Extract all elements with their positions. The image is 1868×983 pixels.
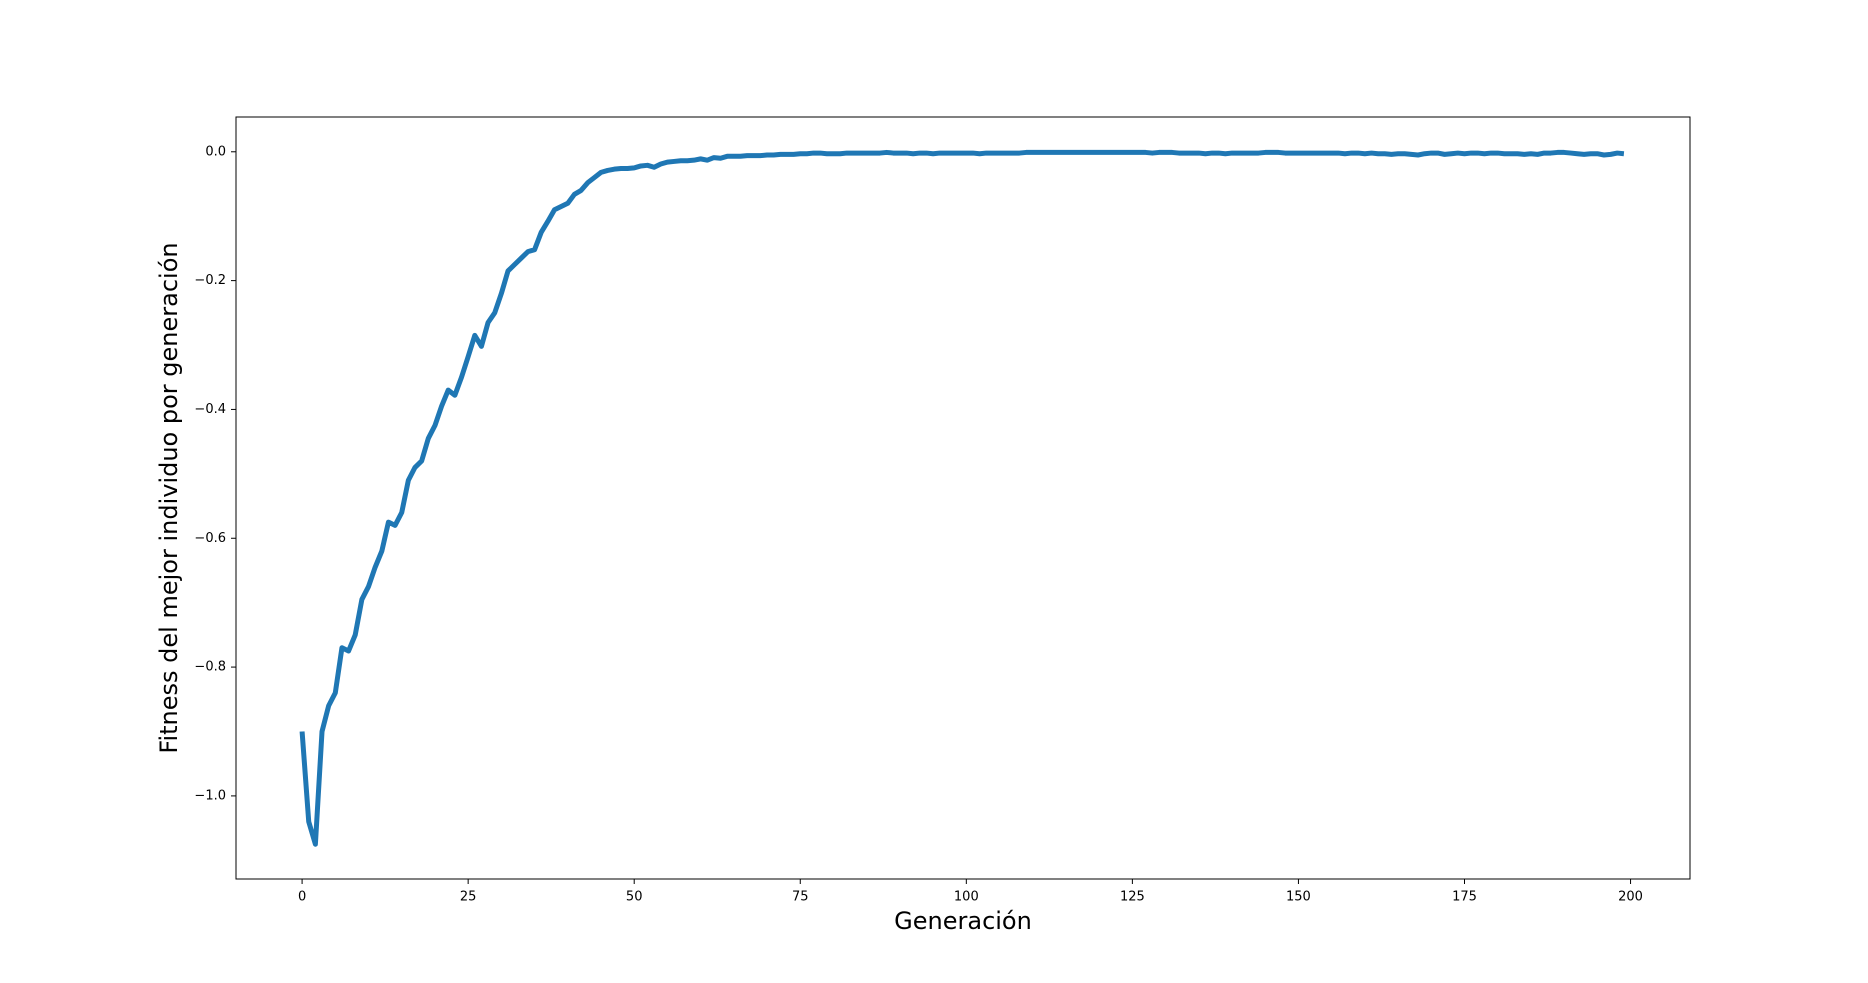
x-tick-label: 50 [626, 890, 643, 905]
x-tick-label: 75 [792, 890, 809, 905]
y-tick-label: 0.0 [205, 144, 226, 159]
x-tick-label: 0 [298, 890, 306, 905]
y-axis-label: Fitness del mejor individuo por generaci… [155, 242, 183, 753]
x-tick-label: 175 [1452, 890, 1477, 905]
x-tick-label: 100 [954, 890, 979, 905]
data-line [299, 149, 1625, 847]
plot-frame [235, 116, 1691, 880]
x-tick-label: 150 [1286, 890, 1311, 905]
x-tick-label: 125 [1120, 890, 1145, 905]
x-axis-label: Generación [894, 907, 1032, 935]
x-tick-label: 200 [1618, 890, 1643, 905]
x-tick-label: 25 [460, 890, 477, 905]
y-tick-label: −0.6 [194, 531, 226, 546]
y-tick-label: −0.8 [194, 660, 226, 675]
y-tick-label: −1.0 [194, 788, 226, 803]
y-tick-label: −0.4 [194, 402, 226, 417]
y-tick-label: −0.2 [194, 273, 226, 288]
